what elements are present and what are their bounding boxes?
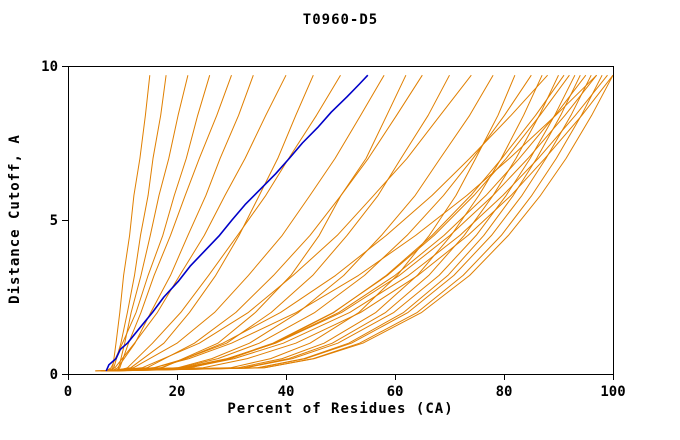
model-curve — [116, 75, 232, 372]
y-tick-label: 0 — [50, 367, 58, 383]
model-curve — [106, 74, 570, 372]
model-curve — [116, 74, 423, 372]
model-curve — [111, 75, 314, 372]
model-curve — [116, 74, 614, 372]
model-curve — [116, 74, 341, 372]
model-curve — [111, 74, 407, 372]
model-curve — [111, 74, 581, 372]
chart-title: T0960-D5 — [302, 12, 379, 28]
model-curve — [111, 74, 565, 372]
model-curve — [106, 74, 385, 372]
model-curve — [111, 75, 151, 372]
model-curve — [106, 74, 592, 372]
x-tick-label: 100 — [600, 384, 625, 400]
x-tick-label: 0 — [64, 384, 72, 400]
model-curve — [106, 74, 287, 372]
model-curve — [106, 74, 472, 372]
model-curve — [116, 75, 189, 372]
model-curve — [111, 74, 548, 372]
plot-frame — [68, 66, 614, 375]
y-tick-label: 10 — [41, 59, 58, 75]
x-tick-label: 20 — [169, 384, 186, 400]
x-tick-label: 40 — [278, 384, 295, 400]
model-curve — [100, 74, 543, 372]
x-axis-label: Percent of Residues (CA) — [227, 401, 454, 417]
model-curve — [111, 75, 254, 372]
model-curve — [95, 74, 576, 372]
model-curve — [95, 74, 597, 372]
x-tick-label: 60 — [387, 384, 404, 400]
model-curve — [105, 75, 211, 372]
y-tick-label: 5 — [50, 213, 58, 229]
x-tick-label: 80 — [496, 384, 513, 400]
model-curve — [111, 75, 167, 372]
model-curve — [106, 74, 614, 372]
model-curve — [100, 74, 587, 372]
model-curve — [100, 74, 559, 372]
model-curve — [106, 74, 597, 372]
model-curve — [111, 74, 494, 372]
highlighted-model-curve — [105, 74, 369, 372]
